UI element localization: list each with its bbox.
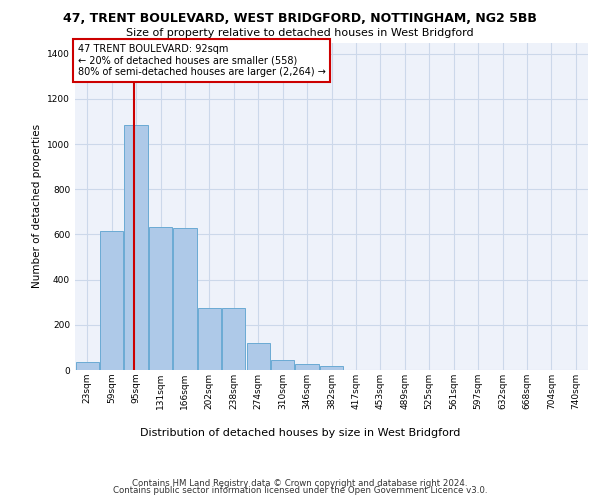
Text: 47, TRENT BOULEVARD, WEST BRIDGFORD, NOTTINGHAM, NG2 5BB: 47, TRENT BOULEVARD, WEST BRIDGFORD, NOT… xyxy=(63,12,537,26)
Text: 47 TRENT BOULEVARD: 92sqm
← 20% of detached houses are smaller (558)
80% of semi: 47 TRENT BOULEVARD: 92sqm ← 20% of detac… xyxy=(77,44,325,78)
Text: Contains public sector information licensed under the Open Government Licence v3: Contains public sector information licen… xyxy=(113,486,487,495)
Bar xyxy=(247,343,270,370)
Bar xyxy=(222,308,245,370)
Bar xyxy=(320,366,343,370)
Bar xyxy=(295,364,319,370)
Bar xyxy=(271,360,294,370)
Bar xyxy=(76,362,99,370)
Bar xyxy=(100,231,123,370)
Bar xyxy=(198,308,221,370)
Text: Size of property relative to detached houses in West Bridgford: Size of property relative to detached ho… xyxy=(126,28,474,38)
Text: Distribution of detached houses by size in West Bridgford: Distribution of detached houses by size … xyxy=(140,428,460,438)
Bar xyxy=(173,228,197,370)
Bar xyxy=(149,226,172,370)
Bar xyxy=(124,125,148,370)
Text: Contains HM Land Registry data © Crown copyright and database right 2024.: Contains HM Land Registry data © Crown c… xyxy=(132,478,468,488)
Y-axis label: Number of detached properties: Number of detached properties xyxy=(32,124,41,288)
